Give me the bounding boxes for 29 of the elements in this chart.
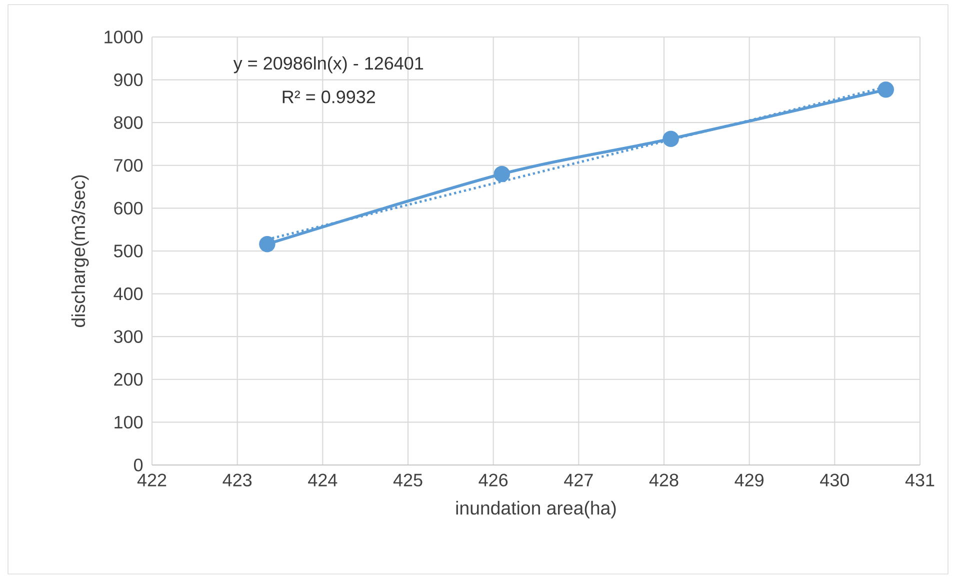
- x-tick-label: 423: [222, 474, 252, 486]
- y-tick-label: 0: [134, 458, 143, 472]
- annotation: y = 20986ln(x) - 126401: [233, 56, 424, 74]
- annotation: R² = 0.9932: [282, 90, 376, 104]
- x-tick-label: 430: [820, 474, 849, 486]
- y-tick-label: 100: [114, 416, 143, 429]
- y-tick-label: 400: [114, 287, 143, 300]
- x-tick-label: 427: [564, 474, 593, 486]
- x-tick-label: 428: [649, 474, 678, 486]
- x-axis-title: inundation area(ha): [456, 500, 616, 518]
- point: [662, 130, 679, 147]
- y-tick-label: 800: [114, 116, 143, 129]
- x-tick-label: 431: [905, 474, 934, 486]
- x-tick-label: 426: [478, 474, 508, 486]
- point: [259, 236, 276, 252]
- y-axis-title: discharge(m3/sec): [71, 175, 89, 327]
- x-tick-label: 429: [734, 474, 764, 486]
- y-tick-label: 700: [114, 159, 143, 172]
- x-tick-label: 424: [308, 474, 338, 486]
- y-tick-label: 600: [114, 202, 143, 215]
- point: [878, 82, 894, 98]
- y-tick-label: 500: [114, 244, 143, 258]
- y-tick-label: 1000: [104, 30, 143, 44]
- y-tick-label: 300: [114, 330, 143, 343]
- point: [494, 166, 510, 182]
- y-tick-label: 200: [114, 373, 143, 386]
- y-tick-label: 900: [114, 73, 143, 86]
- x-tick-label: 425: [393, 474, 422, 486]
- x-tick-label: 422: [137, 474, 166, 486]
